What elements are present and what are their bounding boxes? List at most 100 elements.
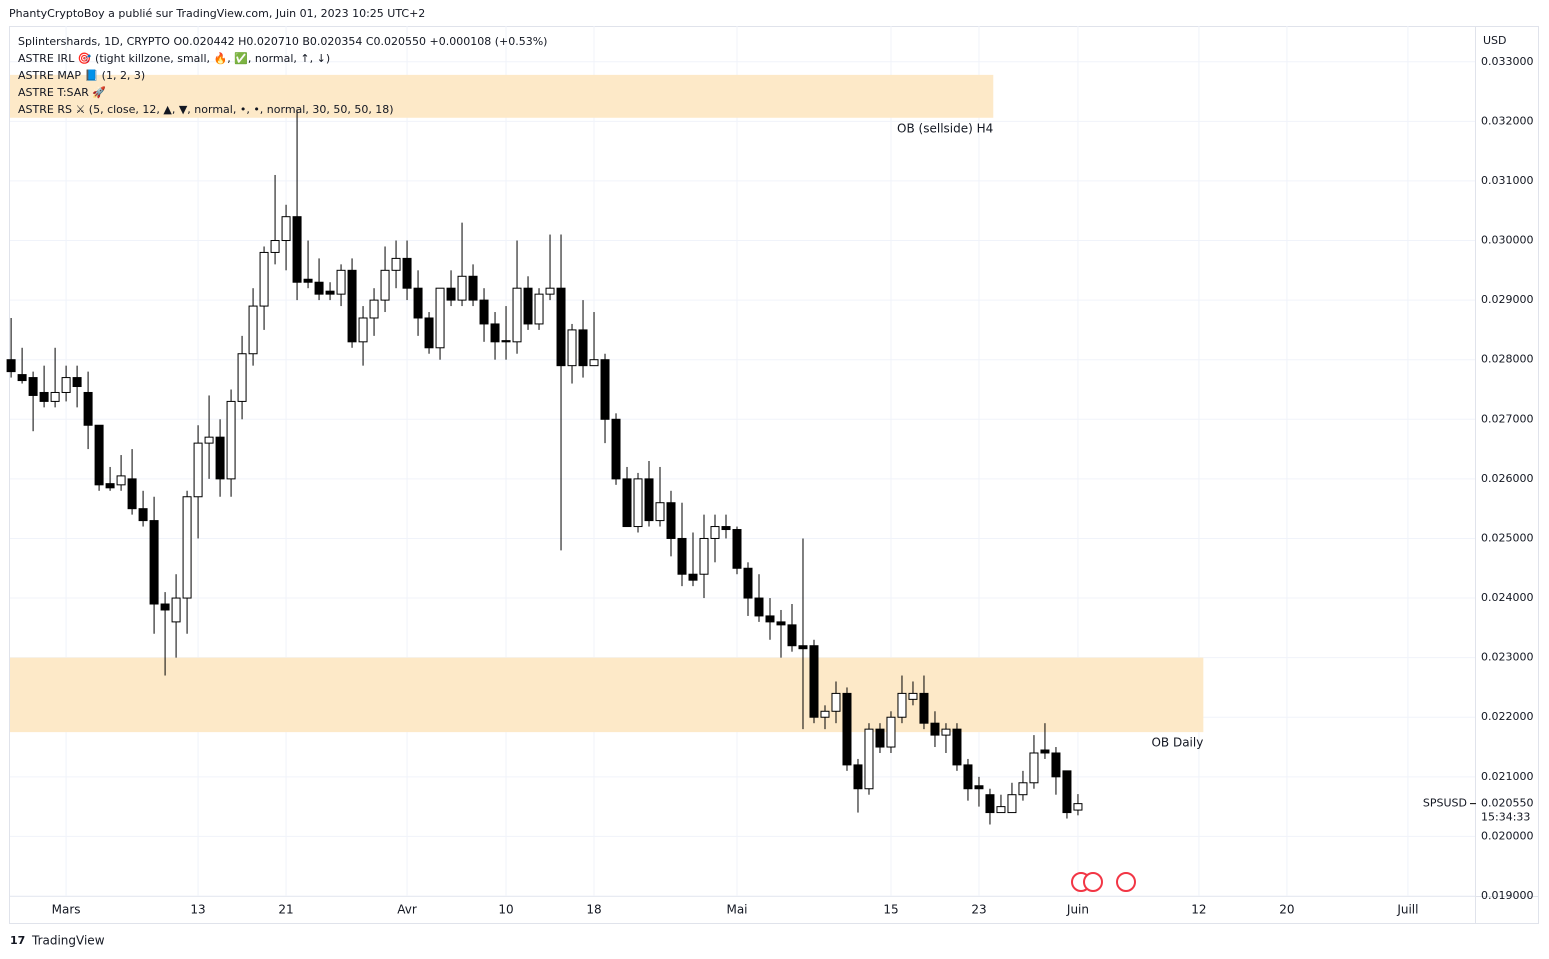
legend-main: Splintershards, 1D, CRYPTO O0.020442 H0.… xyxy=(18,35,547,48)
candle-body xyxy=(6,359,16,373)
candle-body xyxy=(633,478,643,528)
candle-body xyxy=(39,391,49,402)
candle-body xyxy=(303,278,313,283)
symbol-label: SPSUSD xyxy=(1423,797,1467,810)
candle-body xyxy=(215,436,225,480)
event-icon[interactable] xyxy=(1116,872,1136,892)
candle-body xyxy=(446,287,456,301)
candle-body xyxy=(413,287,423,319)
candle-body xyxy=(710,526,720,539)
legend-indicator: ASTRE RS ⚔ (5, close, 12, ▲, ▼, normal, … xyxy=(18,103,394,116)
candle-body xyxy=(974,785,984,790)
candle-body xyxy=(369,299,379,319)
y-tick-label: 0.020000 xyxy=(1481,829,1534,842)
candle-body xyxy=(336,269,346,295)
last-price-label: 0.020550 xyxy=(1481,797,1534,810)
candle-body xyxy=(424,317,434,349)
candle-body xyxy=(600,359,610,420)
y-tick-label: 0.028000 xyxy=(1481,353,1534,366)
order-block-zone xyxy=(10,657,1204,733)
candle-body xyxy=(314,281,324,295)
candle-body xyxy=(754,597,764,617)
candle-body xyxy=(721,526,731,531)
candle-body xyxy=(259,251,269,307)
candle-body xyxy=(798,645,808,650)
candle-body xyxy=(655,502,665,522)
event-icons xyxy=(1071,872,1136,892)
candle-body xyxy=(171,597,181,623)
candle-body xyxy=(28,377,38,396)
labels: 0.019000 0.020000 0.021000 0.022000 0.023000… xyxy=(52,55,1534,917)
chart-frame xyxy=(9,26,1539,924)
candle-body xyxy=(457,275,467,301)
candle-body xyxy=(512,287,522,343)
candle-body xyxy=(1040,749,1050,754)
candle-body xyxy=(1007,794,1017,814)
candle-body xyxy=(1073,803,1083,811)
tv-logo: 17 xyxy=(10,934,25,947)
y-tick-label: 0.022000 xyxy=(1481,710,1534,723)
candle-body xyxy=(688,573,698,581)
candle-body xyxy=(281,216,291,242)
x-tick-label: 13 xyxy=(190,903,205,917)
candle-body xyxy=(545,287,555,295)
x-tick-label: Mai xyxy=(726,903,747,917)
x-tick-label: 15 xyxy=(883,903,898,917)
candle-body xyxy=(523,287,533,325)
candle-body xyxy=(61,377,71,393)
candle-body xyxy=(237,353,247,402)
zone-label: OB Daily xyxy=(1151,736,1203,750)
candle-body xyxy=(809,645,819,718)
y-tick-label: 0.023000 xyxy=(1481,651,1534,664)
y-tick-label: 0.032000 xyxy=(1481,114,1534,127)
legend-indicator: ASTRE T:SAR 🚀 xyxy=(18,86,106,99)
event-icon[interactable] xyxy=(1083,872,1103,892)
candle-body xyxy=(534,293,544,325)
candle-body xyxy=(204,436,214,444)
candle-body xyxy=(1018,782,1028,796)
candle-body xyxy=(116,475,126,486)
candle-body xyxy=(732,529,742,569)
candle-body xyxy=(963,764,973,790)
candle-body xyxy=(864,728,874,790)
zone-label: OB (sellside) H4 xyxy=(897,121,993,135)
candle-body xyxy=(193,442,203,498)
legend-indicator: ASTRE IRL 🎯 (tight killzone, small, 🔥, ✅… xyxy=(18,52,330,65)
candle-body xyxy=(1029,752,1039,784)
candle-body xyxy=(138,508,148,522)
currency-label: USD xyxy=(1483,34,1507,47)
candle-body xyxy=(908,692,918,700)
candle-body xyxy=(468,275,478,301)
candle-body xyxy=(930,722,940,736)
candle-body xyxy=(1051,752,1061,778)
candle-body xyxy=(435,287,445,349)
y-tick-label: 0.024000 xyxy=(1481,591,1534,604)
y-tick-label: 0.029000 xyxy=(1481,293,1534,306)
candle-body xyxy=(270,240,280,253)
candle-body xyxy=(820,710,830,718)
candle-body xyxy=(996,806,1006,814)
candle-body xyxy=(666,502,676,539)
y-tick-label: 0.025000 xyxy=(1481,531,1534,544)
candle-body xyxy=(897,692,907,718)
candle-body xyxy=(853,764,863,790)
candle-body xyxy=(292,216,302,283)
y-tick-label: 0.030000 xyxy=(1481,234,1534,247)
candle-body xyxy=(501,340,511,343)
candle-body xyxy=(72,377,82,388)
y-tick-label: 0.019000 xyxy=(1481,889,1534,902)
candle-body xyxy=(50,391,60,402)
x-tick-label: Juill xyxy=(1396,903,1418,917)
candle-body xyxy=(17,374,27,382)
candle-body xyxy=(160,603,170,611)
candle-body xyxy=(94,424,104,486)
candle-body xyxy=(578,329,588,367)
candle-body xyxy=(149,520,159,605)
candle-body xyxy=(248,305,258,355)
x-tick-label: 10 xyxy=(498,903,513,917)
y-tick-label: 0.027000 xyxy=(1481,412,1534,425)
footer-brand: TradingView xyxy=(31,934,105,948)
candle-body xyxy=(226,400,236,480)
countdown-label: 15:34:33 xyxy=(1481,811,1530,824)
